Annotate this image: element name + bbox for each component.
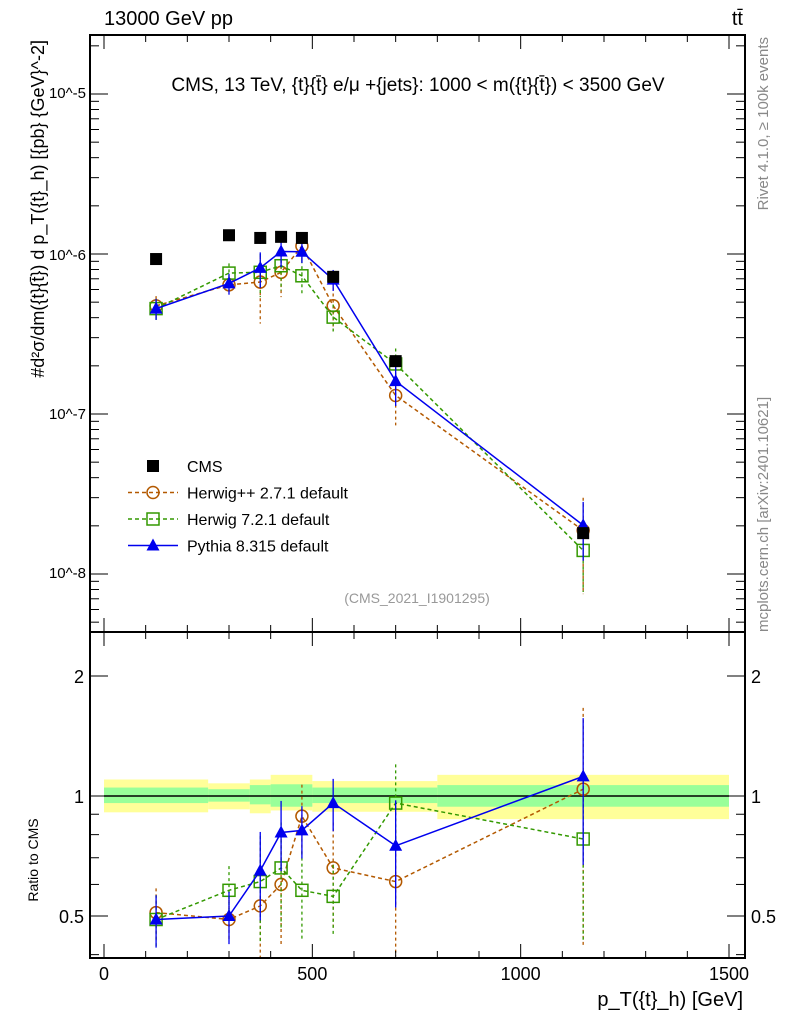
legend-label-herwig7: Herwig 7.2.1 default xyxy=(187,512,330,529)
header-right: tt̄ xyxy=(732,8,744,30)
cms-point xyxy=(577,527,590,540)
herwigpp-point-ratio xyxy=(326,861,340,875)
pythia-line-main xyxy=(155,250,584,526)
herwig7-point-main xyxy=(326,310,340,324)
herwig7-point-ratio xyxy=(295,883,309,898)
pythia-point-main xyxy=(253,260,267,273)
pythia-point-main xyxy=(222,276,236,289)
legend-label-pythia: Pythia 8.315 default xyxy=(187,539,329,556)
pythia-point-ratio xyxy=(576,769,590,782)
plot-title: CMS, 13 TeV, {t}{t̄} e/μ +{jets}: 1000 <… xyxy=(171,75,664,96)
pythia-point-ratio xyxy=(274,825,288,838)
analysis-annotation: (CMS_2021_I1901295) xyxy=(344,590,490,606)
cms-point xyxy=(389,355,402,368)
pythia-point-ratio xyxy=(326,796,340,809)
pythia-point-ratio xyxy=(253,863,267,876)
y-tick-label-main: 10^-5 xyxy=(49,85,86,102)
pythia-line-ratio xyxy=(156,775,584,921)
y-tick-label-ratio-right: 1 xyxy=(751,787,761,807)
herwig7-line-main xyxy=(155,264,584,551)
y-tick-label-main: 10^-8 xyxy=(49,565,86,582)
y-tick-label-ratio: 2 xyxy=(74,667,84,687)
y-axis-label-ratio: Ratio to CMS xyxy=(25,818,41,901)
pythia-point-ratio xyxy=(222,909,236,921)
ratio-frame xyxy=(89,631,746,959)
x-tick-label: 1000 xyxy=(501,964,541,984)
pythia-point-main xyxy=(295,244,309,257)
herwig7-point-main xyxy=(295,269,309,283)
cms-point xyxy=(295,231,308,244)
y-tick-label-ratio-right: 0.5 xyxy=(751,907,776,927)
header-left: 13000 GeV pp xyxy=(104,8,233,30)
pythia-point-main xyxy=(274,244,288,257)
y-tick-label-ratio-right: 2 xyxy=(751,667,761,687)
herwig7-point-ratio xyxy=(326,889,340,904)
x-tick-label: 500 xyxy=(297,964,327,984)
pythia-point-ratio xyxy=(295,823,309,836)
herwigpp-line-main xyxy=(155,244,584,532)
cms-point xyxy=(275,230,288,243)
side-label-mcplots: mcplots.cern.ch [arXiv:2401.10621] xyxy=(755,397,772,632)
cms-point xyxy=(223,229,235,242)
cms-point xyxy=(150,253,163,266)
pythia-point-main xyxy=(389,374,403,387)
y-tick-label-main: 10^-7 xyxy=(49,406,86,423)
x-tick-label: 0 xyxy=(99,964,109,984)
ratio-band-green xyxy=(249,785,271,805)
legend-marker-pythia xyxy=(146,538,160,551)
y-tick-label-ratio: 1 xyxy=(74,787,84,807)
x-axis-label: p_T({t}_h) [GeV] xyxy=(597,989,743,1011)
legend-label-herwigpp: Herwig++ 2.7.1 default xyxy=(187,486,349,503)
cms-point xyxy=(327,270,340,283)
pythia-point-ratio xyxy=(389,838,403,851)
legend-label-cms: CMS xyxy=(187,459,223,476)
pythia-point-main xyxy=(149,301,163,314)
legend-marker-herwig7 xyxy=(146,512,160,526)
side-label-rivet: Rivet 4.1.0, ≥ 100k events xyxy=(755,37,772,210)
legend: CMS Herwig++ 2.7.1 default Herwig 7.2.1 de… xyxy=(128,459,349,556)
cms-point xyxy=(254,231,267,244)
pythia-point-ratio xyxy=(149,912,163,925)
y-tick-label-main: 10^-6 xyxy=(49,247,86,264)
legend-marker-herwigpp xyxy=(146,485,160,500)
y-tick-label-ratio: 0.5 xyxy=(59,907,84,927)
y-axis-label-main: #d²σ/dm({t}{t̄}) d p_T({t}_h) [{pb} {GeV… xyxy=(28,40,49,378)
x-tick-label: 1500 xyxy=(709,964,749,984)
legend-marker-cms xyxy=(147,460,159,472)
